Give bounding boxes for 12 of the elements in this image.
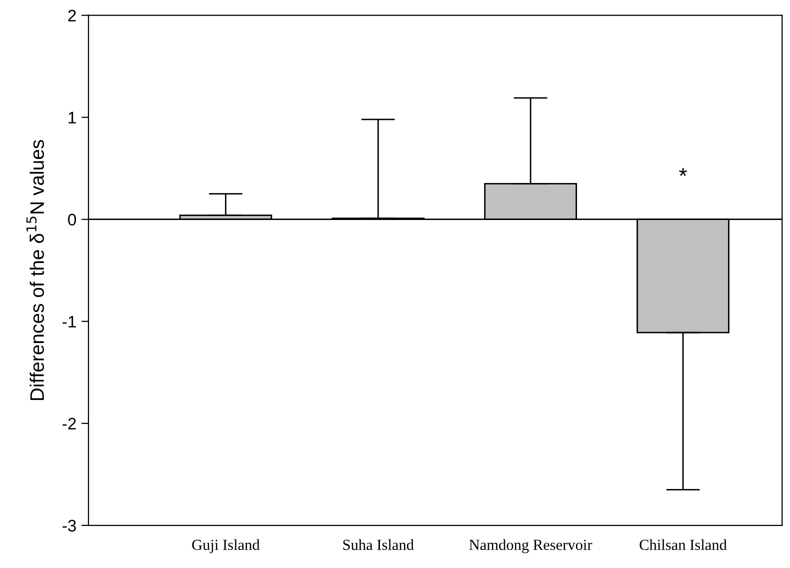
x-tick-label: Namdong Reservoir	[469, 539, 592, 554]
y-tick-label: 0	[68, 214, 76, 226]
x-tick-label: Suha Island	[343, 539, 414, 550]
y-tick-label: -3	[62, 520, 76, 532]
y-tick-label: 1	[68, 112, 76, 124]
annotation: *	[679, 168, 687, 176]
y-tick-label: -2	[62, 418, 76, 430]
y-tick-label: 2	[68, 10, 76, 22]
y-axis-title: Differences of the δ$^{15}$N values	[26, 140, 44, 400]
y-tick-label: -1	[62, 316, 76, 328]
x-tick-label: Chilsan Island	[640, 539, 727, 550]
x-tick-label: Guji Island	[192, 539, 260, 554]
